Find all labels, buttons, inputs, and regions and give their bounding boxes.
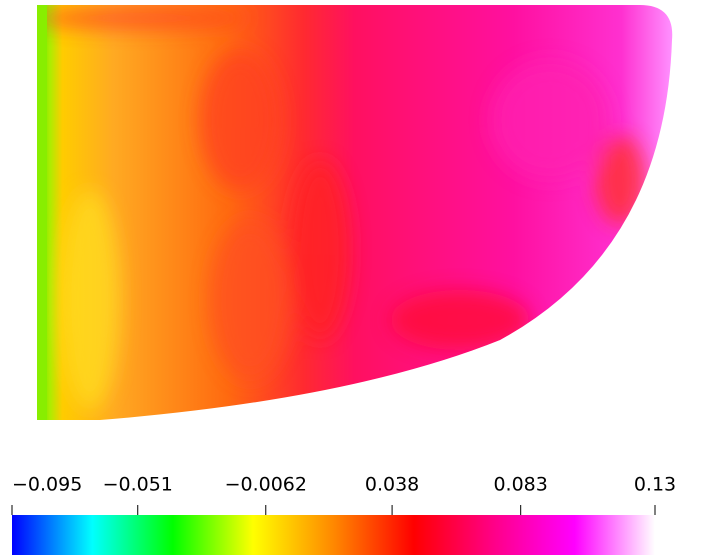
tick-label: 0.038 [365,474,419,496]
chart: −0.095 −0.051 −0.0062 0.038 0.083 0.13 [0,0,714,559]
page: {"chart_data": {"type": "colorbar-field"… [0,0,714,559]
colorbar-ticks: −0.095 −0.051 −0.0062 0.038 0.083 0.13 [12,474,676,516]
tick-label: −0.051 [103,474,173,496]
tick-label: −0.0062 [225,474,307,496]
tick-label: −0.095 [12,474,82,496]
colorbar [12,515,655,555]
tick-label: 0.083 [493,474,547,496]
tick-label: 0.13 [634,474,676,496]
field [30,0,677,425]
